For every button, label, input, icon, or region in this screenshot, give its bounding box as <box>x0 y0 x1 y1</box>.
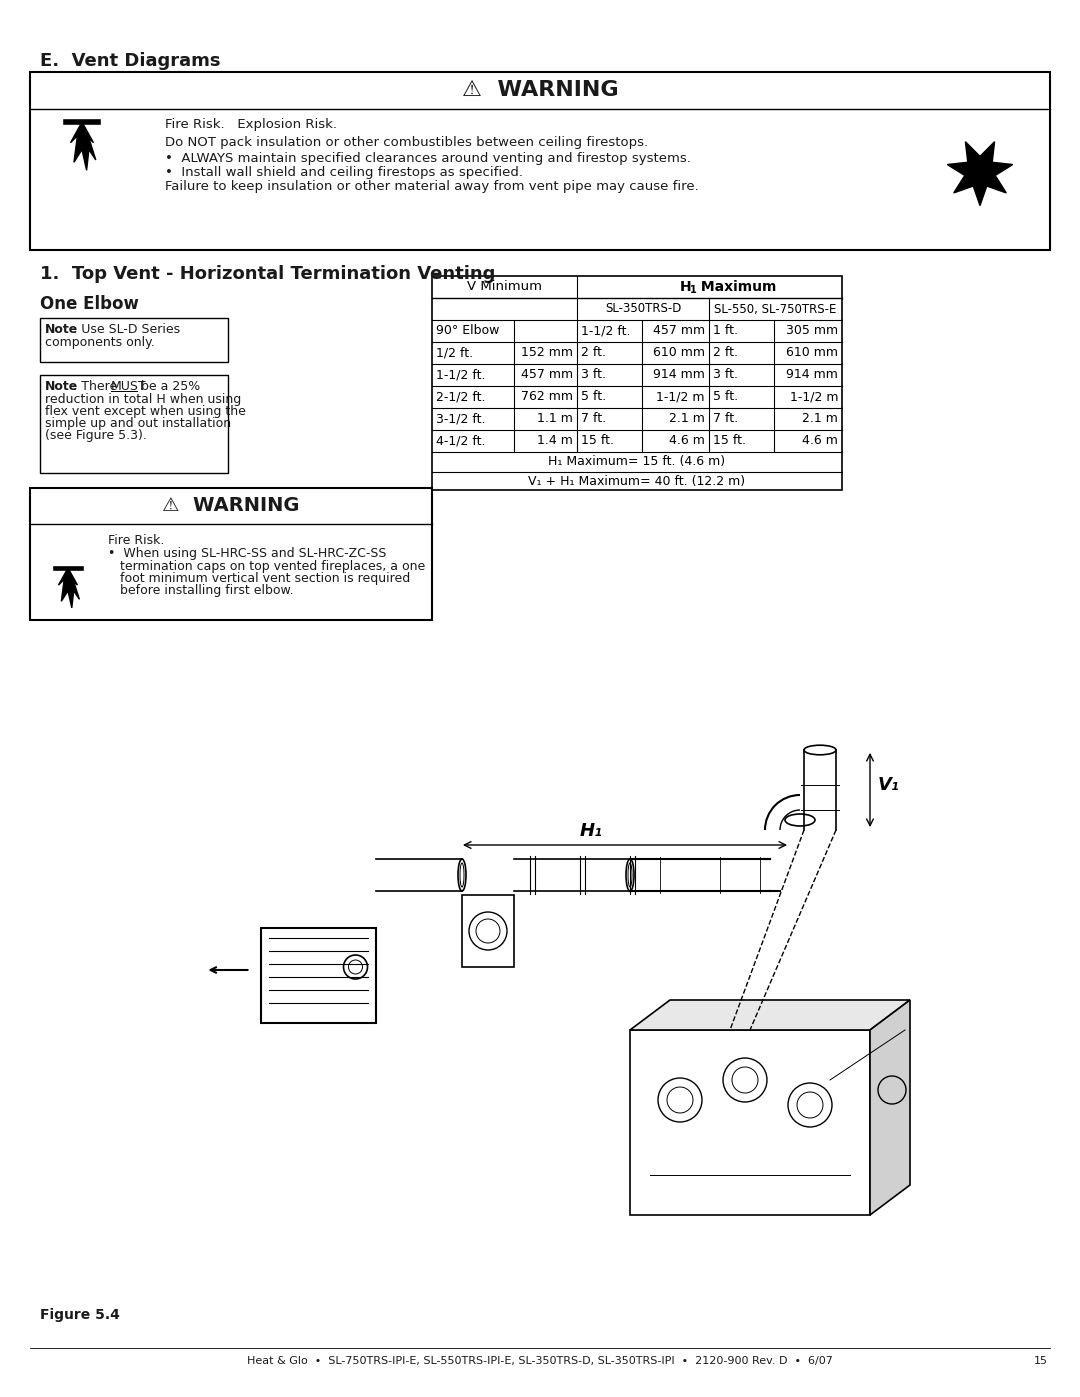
Text: 457 mm: 457 mm <box>521 369 573 381</box>
Text: components only.: components only. <box>45 337 154 349</box>
Text: 914 mm: 914 mm <box>786 369 838 381</box>
Text: foot minimum vertical vent section is required: foot minimum vertical vent section is re… <box>108 571 410 585</box>
Text: 1: 1 <box>689 285 697 295</box>
Text: 1-1/2 m: 1-1/2 m <box>657 391 705 404</box>
Text: E.  Vent Diagrams: E. Vent Diagrams <box>40 52 220 70</box>
Text: 5 ft.: 5 ft. <box>713 391 738 404</box>
Polygon shape <box>947 141 1013 205</box>
Text: ⚠  WARNING: ⚠ WARNING <box>461 80 619 101</box>
FancyBboxPatch shape <box>40 374 228 474</box>
Ellipse shape <box>785 814 815 826</box>
Text: (see Figure 5.3).: (see Figure 5.3). <box>45 429 147 441</box>
Text: 90° Elbow: 90° Elbow <box>436 324 499 338</box>
Text: 2 ft.: 2 ft. <box>581 346 606 359</box>
Text: Maximum: Maximum <box>696 279 775 293</box>
Text: V₁ + H₁ Maximum= 40 ft. (12.2 m): V₁ + H₁ Maximum= 40 ft. (12.2 m) <box>528 475 745 488</box>
Text: 152 mm: 152 mm <box>521 346 573 359</box>
Text: Figure 5.4: Figure 5.4 <box>40 1308 120 1322</box>
Text: 1.1 m: 1.1 m <box>537 412 573 426</box>
Text: 7 ft.: 7 ft. <box>713 412 738 426</box>
Text: Do NOT pack insulation or other combustibles between ceiling firestops.: Do NOT pack insulation or other combusti… <box>165 136 648 149</box>
Text: SL-350TRS-D: SL-350TRS-D <box>605 303 681 316</box>
Text: V₁: V₁ <box>878 775 900 793</box>
Text: 1.4 m: 1.4 m <box>537 434 573 447</box>
Text: Failure to keep insulation or other material away from vent pipe may cause fire.: Failure to keep insulation or other mate… <box>165 180 699 193</box>
Text: Note: Note <box>45 323 78 337</box>
Text: 1-1/2 m: 1-1/2 m <box>789 391 838 404</box>
Text: be a 25%: be a 25% <box>137 380 200 393</box>
Polygon shape <box>70 122 96 170</box>
Text: : Use SL-D Series: : Use SL-D Series <box>73 323 180 337</box>
Text: MUST: MUST <box>111 380 147 393</box>
Text: •  Install wall shield and ceiling firestops as specified.: • Install wall shield and ceiling firest… <box>165 166 523 179</box>
Ellipse shape <box>804 745 836 754</box>
FancyBboxPatch shape <box>40 319 228 362</box>
Text: 914 mm: 914 mm <box>653 369 705 381</box>
Text: 3-1/2 ft.: 3-1/2 ft. <box>436 412 486 426</box>
Text: 2.1 m: 2.1 m <box>802 412 838 426</box>
Text: 4-1/2 ft.: 4-1/2 ft. <box>436 434 486 447</box>
Polygon shape <box>630 1030 870 1215</box>
Text: 1 ft.: 1 ft. <box>713 324 738 338</box>
Text: 305 mm: 305 mm <box>786 324 838 338</box>
Text: 5 ft.: 5 ft. <box>581 391 606 404</box>
Text: before installing first elbow.: before installing first elbow. <box>108 584 294 597</box>
Polygon shape <box>58 569 80 608</box>
Polygon shape <box>630 1000 910 1030</box>
Text: Fire Risk.: Fire Risk. <box>108 534 164 548</box>
Text: 3 ft.: 3 ft. <box>713 369 738 381</box>
Text: Fire Risk.   Explosion Risk.: Fire Risk. Explosion Risk. <box>165 117 337 131</box>
Text: 1-1/2 ft.: 1-1/2 ft. <box>436 369 486 381</box>
Text: SL-550, SL-750TRS-E: SL-550, SL-750TRS-E <box>714 303 837 316</box>
FancyBboxPatch shape <box>260 928 376 1023</box>
Text: •  When using SL-HRC-SS and SL-HRC-ZC-SS: • When using SL-HRC-SS and SL-HRC-ZC-SS <box>108 548 387 560</box>
Text: 4.6 m: 4.6 m <box>802 434 838 447</box>
Text: 4.6 m: 4.6 m <box>670 434 705 447</box>
Text: 457 mm: 457 mm <box>653 324 705 338</box>
Text: termination caps on top vented fireplaces, a one: termination caps on top vented fireplace… <box>108 560 426 573</box>
Text: 1/2 ft.: 1/2 ft. <box>436 346 473 359</box>
Polygon shape <box>870 1000 910 1215</box>
Text: : There: : There <box>73 380 121 393</box>
Text: •  ALWAYS maintain specified clearances around venting and firestop systems.: • ALWAYS maintain specified clearances a… <box>165 152 691 165</box>
Text: 1.  Top Vent - Horizontal Termination Venting: 1. Top Vent - Horizontal Termination Ven… <box>40 265 496 284</box>
Text: V Minimum: V Minimum <box>467 281 542 293</box>
Text: 2.1 m: 2.1 m <box>670 412 705 426</box>
FancyBboxPatch shape <box>30 488 432 620</box>
Text: H₁ Maximum= 15 ft. (4.6 m): H₁ Maximum= 15 ft. (4.6 m) <box>549 455 726 468</box>
Text: 15: 15 <box>1034 1356 1048 1366</box>
Text: H₁: H₁ <box>580 821 603 840</box>
Text: 15 ft.: 15 ft. <box>581 434 615 447</box>
Text: flex vent except when using the: flex vent except when using the <box>45 405 246 418</box>
Text: 2-1/2 ft.: 2-1/2 ft. <box>436 391 486 404</box>
Text: ⚠  WARNING: ⚠ WARNING <box>162 496 300 515</box>
Text: Note: Note <box>45 380 78 393</box>
Text: 15 ft.: 15 ft. <box>713 434 746 447</box>
Text: H: H <box>679 279 691 293</box>
Text: 7 ft.: 7 ft. <box>581 412 606 426</box>
Text: 1-1/2 ft.: 1-1/2 ft. <box>581 324 631 338</box>
Text: 610 mm: 610 mm <box>786 346 838 359</box>
FancyBboxPatch shape <box>30 73 1050 250</box>
FancyBboxPatch shape <box>432 277 842 490</box>
Text: 2 ft.: 2 ft. <box>713 346 738 359</box>
Text: 3 ft.: 3 ft. <box>581 369 606 381</box>
Text: One Elbow: One Elbow <box>40 295 139 313</box>
Text: 610 mm: 610 mm <box>653 346 705 359</box>
FancyBboxPatch shape <box>462 895 514 967</box>
Text: Heat & Glo  •  SL-750TRS-IPI-E, SL-550TRS-IPI-E, SL-350TRS-D, SL-350TRS-IPI  •  : Heat & Glo • SL-750TRS-IPI-E, SL-550TRS-… <box>247 1356 833 1366</box>
Text: simple up and out installation: simple up and out installation <box>45 416 231 430</box>
Text: 762 mm: 762 mm <box>521 391 573 404</box>
Text: reduction in total H when using: reduction in total H when using <box>45 393 241 407</box>
